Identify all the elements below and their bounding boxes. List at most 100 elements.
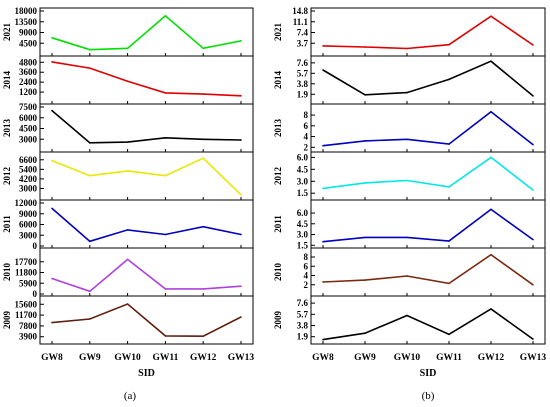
y-tick-label: 1.9 (297, 332, 309, 342)
x-tick-label: GW11 (152, 353, 178, 363)
y-tick-label: 3.0 (297, 230, 309, 240)
data-point (89, 240, 91, 243)
y-tick-label: 11700 (15, 310, 38, 320)
data-point (89, 67, 91, 69)
y-tick-label: 3.8 (297, 79, 309, 89)
y-tick-label: 4200 (19, 174, 38, 184)
y-tick-label: 5400 (19, 164, 38, 174)
data-point (364, 94, 366, 96)
data-point (490, 156, 492, 159)
data-point (51, 109, 53, 112)
data-point (51, 207, 53, 210)
y-axis-label: 2012 (273, 167, 283, 186)
y-tick-label: 12000 (15, 198, 38, 208)
data-point (532, 44, 534, 46)
series-line-2012 (51, 157, 242, 196)
data-point (532, 189, 534, 191)
data-point (164, 174, 167, 177)
y-tick-label: 6.0 (297, 208, 309, 218)
y-tick-label: 7.6 (297, 298, 309, 308)
y-tick-label: 6000 (19, 113, 38, 123)
data-point (364, 279, 366, 281)
data-point (126, 229, 129, 231)
data-point (51, 277, 53, 280)
y-tick-label: 2400 (19, 77, 38, 87)
data-point (448, 282, 450, 285)
data-point (126, 170, 129, 172)
y-tick-label: 3.8 (297, 321, 309, 331)
data-point (164, 233, 167, 236)
data-point (322, 69, 324, 71)
y-tick-label: 3600 (19, 67, 38, 77)
y-tick-label: 4500 (19, 124, 38, 134)
subplot-frame (310, 103, 546, 153)
data-point (490, 308, 492, 310)
data-point (490, 15, 492, 18)
y-tick-label: 1200 (19, 87, 38, 97)
x-tick-label: GW11 (436, 353, 462, 363)
data-point (532, 238, 534, 241)
series-line-2021 (322, 15, 534, 50)
subplot-2021: 3.77.411.114.8 2021 (273, 6, 546, 57)
data-point (240, 94, 242, 97)
y-tick-label: 1.5 (297, 188, 309, 198)
subplot-frame (310, 7, 546, 57)
data-point (126, 258, 129, 261)
x-axis-label: SID (138, 368, 155, 379)
subplot-2009: 1.93.8 5.77.6 2009 (273, 295, 546, 345)
data-point (406, 179, 408, 182)
data-point (490, 253, 492, 256)
y-axis-label: 2013 (2, 119, 12, 138)
data-point (240, 285, 242, 287)
data-point (202, 138, 204, 141)
x-tick-label: GW8 (312, 353, 334, 363)
y-axis-label: 2012 (2, 167, 12, 186)
data-point (126, 47, 129, 50)
y-tick-label: 2 (304, 280, 309, 290)
y-tick-label: 4.5 (297, 219, 309, 229)
panel-a-chart: 4500900013500180002021120024003600480020… (2, 6, 254, 379)
subplot-2012: 1.5 3.0 4.5 6.0 2012 (273, 151, 546, 201)
series-line-2009 (51, 303, 242, 338)
data-point (532, 95, 534, 97)
series-line-2011 (51, 207, 242, 243)
data-point (202, 93, 204, 95)
data-point (406, 314, 408, 317)
series-line-2011 (322, 208, 534, 243)
y-axis-label: 2011 (273, 215, 283, 233)
data-point (448, 43, 450, 46)
y-axis-label: 2010 (273, 263, 283, 282)
y-tick-label: 7.6 (297, 58, 309, 68)
series-line-2010 (51, 258, 242, 293)
y-tick-label: 9000 (19, 28, 38, 38)
y-axis-label: 2009 (2, 311, 12, 330)
data-point (322, 338, 324, 341)
data-point (164, 335, 167, 337)
data-point (202, 288, 204, 290)
x-tick-label: GW8 (41, 353, 63, 363)
data-point (89, 318, 91, 320)
series-line-2009 (322, 308, 534, 341)
data-point (448, 333, 450, 336)
y-tick-label: 5.7 (297, 309, 309, 319)
x-tick-label: GW13 (520, 353, 547, 363)
y-tick-label: 3.0 (297, 176, 309, 186)
y-tick-label: 4.5 (297, 164, 309, 174)
data-point (532, 143, 534, 146)
y-tick-label: 7.4 (297, 28, 309, 38)
y-tick-label: 4800 (19, 57, 38, 67)
data-point (406, 275, 408, 277)
y-tick-label: 6 (304, 261, 309, 271)
data-point (51, 36, 53, 39)
y-tick-label: 15600 (15, 299, 38, 309)
subplot-frame (310, 295, 546, 345)
y-tick-label: 3.7 (297, 38, 309, 48)
y-tick-label: 6000 (19, 220, 38, 230)
y-axis-label: 2011 (2, 215, 12, 233)
x-tick-label: GW9 (79, 353, 101, 363)
